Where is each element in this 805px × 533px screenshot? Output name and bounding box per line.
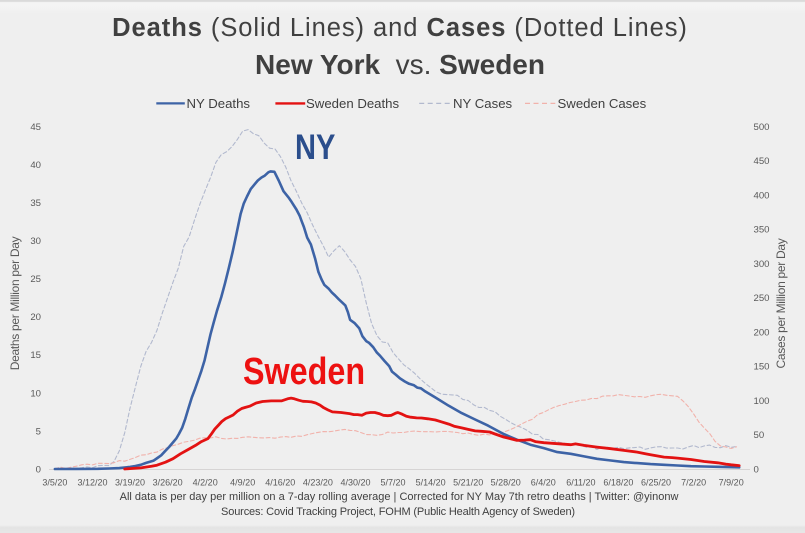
svg-text:0: 0 (754, 464, 759, 475)
svg-text:35: 35 (30, 198, 41, 209)
svg-text:Sweden Cases: Sweden Cases (558, 96, 647, 111)
svg-text:NY Cases: NY Cases (453, 96, 513, 111)
svg-text:5/28/20: 5/28/20 (491, 478, 521, 488)
svg-text:6/4/20: 6/4/20 (531, 478, 556, 488)
svg-text:3/19/20: 3/19/20 (115, 478, 145, 488)
svg-text:150: 150 (754, 362, 770, 373)
svg-text:3/5/20: 3/5/20 (42, 478, 67, 488)
svg-text:30: 30 (30, 236, 41, 247)
svg-text:3/26/20: 3/26/20 (153, 478, 183, 488)
svg-text:Sweden Deaths: Sweden Deaths (306, 96, 400, 111)
svg-text:5/7/20: 5/7/20 (380, 478, 405, 488)
svg-text:250: 250 (754, 293, 770, 304)
svg-text:4/16/20: 4/16/20 (265, 478, 295, 488)
svg-text:7/2/20: 7/2/20 (681, 478, 706, 488)
svg-text:5/21/20: 5/21/20 (453, 478, 483, 488)
svg-text:6/18/20: 6/18/20 (603, 478, 633, 488)
svg-text:7/9/20: 7/9/20 (719, 478, 744, 488)
svg-text:10: 10 (30, 388, 41, 399)
svg-text:Deaths per Million per Day: Deaths per Million per Day (8, 236, 22, 370)
svg-text:20: 20 (30, 312, 41, 323)
svg-text:3/12/20: 3/12/20 (77, 478, 107, 488)
svg-text:4/23/20: 4/23/20 (303, 478, 333, 488)
svg-text:500: 500 (754, 122, 770, 133)
svg-text:25: 25 (30, 274, 41, 285)
svg-text:5/14/20: 5/14/20 (416, 478, 446, 488)
svg-text:45: 45 (30, 122, 41, 133)
svg-text:4/9/20: 4/9/20 (230, 478, 255, 488)
svg-text:NY Deaths: NY Deaths (187, 96, 251, 111)
svg-text:6/25/20: 6/25/20 (641, 478, 671, 488)
svg-text:5: 5 (36, 426, 41, 437)
svg-text:Cases per Million per Day: Cases per Million per Day (774, 238, 788, 368)
svg-text:0: 0 (36, 464, 41, 475)
svg-text:200: 200 (754, 327, 770, 338)
svg-text:300: 300 (754, 259, 770, 270)
svg-text:100: 100 (754, 396, 770, 407)
svg-text:450: 450 (754, 156, 770, 167)
svg-text:15: 15 (30, 350, 41, 361)
svg-text:4/30/20: 4/30/20 (340, 478, 370, 488)
svg-text:40: 40 (30, 160, 41, 171)
svg-text:400: 400 (754, 190, 770, 201)
svg-text:6/11/20: 6/11/20 (566, 478, 595, 488)
svg-text:50: 50 (754, 430, 765, 441)
svg-text:4/2/20: 4/2/20 (193, 478, 218, 488)
svg-text:350: 350 (754, 225, 770, 236)
